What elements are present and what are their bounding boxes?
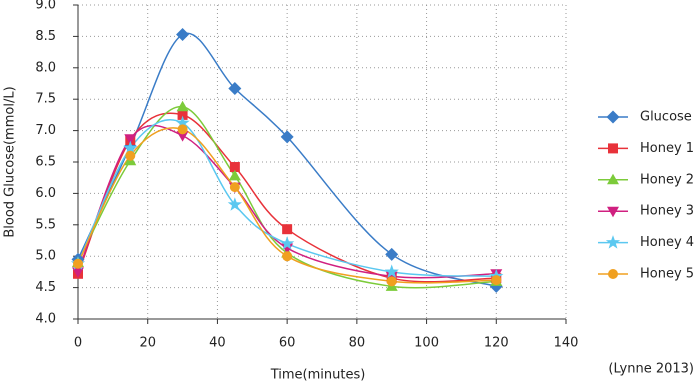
data-point [385, 247, 399, 261]
y-tick-label: 5.0 [35, 249, 56, 264]
data-point [125, 150, 136, 161]
legend-marker [605, 235, 621, 249]
y-tick-label: 9.0 [35, 0, 56, 13]
legend-label: Honey 3 [640, 204, 694, 219]
y-tick-label: 8.0 [35, 60, 56, 75]
data-point [282, 251, 293, 262]
data-point [491, 275, 502, 286]
x-tick-label: 140 [554, 336, 579, 351]
data-point [177, 124, 188, 135]
y-tick-label: 8.5 [35, 29, 56, 44]
legend-marker [608, 269, 618, 279]
data-point [228, 169, 241, 181]
data-point [227, 197, 242, 211]
data-point [176, 100, 189, 112]
data-point [73, 258, 83, 269]
data-point [175, 115, 190, 130]
legend-label: Glucose [640, 110, 692, 125]
x-tick-label: 80 [349, 336, 366, 351]
legend-label: Honey 5 [640, 267, 694, 282]
data-point [177, 109, 188, 120]
x-tick-label: 120 [484, 336, 509, 351]
data-point [176, 28, 190, 42]
legend-marker [608, 143, 618, 154]
legend-marker [607, 206, 619, 218]
x-tick-label: 60 [279, 336, 296, 351]
legend-label: Honey 1 [640, 141, 694, 156]
data-point [229, 182, 240, 193]
x-tick-label: 20 [139, 336, 156, 351]
legend-label: Honey 4 [640, 235, 694, 250]
data-point [72, 267, 84, 278]
y-tick-label: 6.5 [35, 155, 56, 170]
data-point [280, 130, 294, 144]
legend-marker [607, 173, 619, 185]
x-tick-label: 100 [414, 336, 439, 351]
data-point [229, 162, 240, 173]
y-tick-label: 7.5 [35, 92, 56, 107]
y-tick-label: 4.5 [35, 280, 56, 295]
y-tick-label: 5.5 [35, 217, 56, 232]
data-point [384, 264, 399, 278]
y-tick-label: 7.0 [35, 123, 56, 138]
data-point [124, 134, 137, 145]
data-point [123, 140, 138, 155]
x-tick-label: 40 [209, 336, 226, 351]
data-point [176, 131, 189, 142]
y-tick-label: 6.0 [35, 186, 56, 201]
data-point [282, 224, 293, 235]
annotation: (Lynne 2013) [608, 362, 694, 377]
x-axis-label: Time(minutes) [270, 368, 366, 383]
x-tick-label: 0 [74, 336, 82, 351]
data-point [280, 236, 295, 250]
legend-label: Honey 2 [640, 172, 694, 187]
y-axis-label: Blood Glucose(mmol/L) [3, 86, 18, 237]
y-tick-label: 4.0 [35, 312, 56, 327]
data-point [386, 276, 397, 287]
data-point [228, 82, 242, 96]
legend-marker [606, 110, 620, 124]
